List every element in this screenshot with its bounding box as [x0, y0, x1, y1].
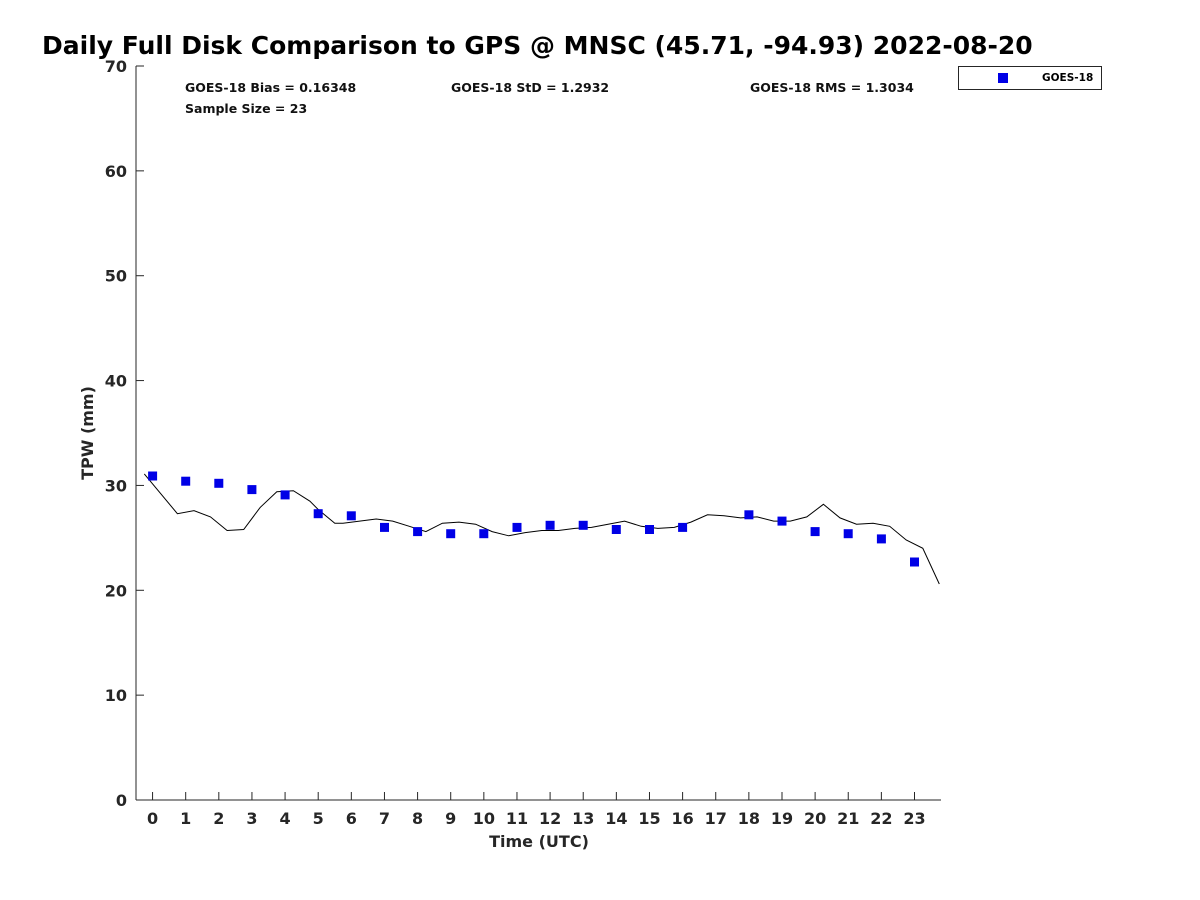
goes-18-point-20 — [810, 527, 820, 537]
x-ticks: 0 1 2 3 4 5 6 7 8 9 10 11 12 13 14 15 16 17 18 19 20 21 22 23 — [147, 792, 926, 828]
goes-18-point-13 — [578, 520, 588, 530]
x-tick-label-2: 2 — [213, 809, 224, 828]
x-tick-label-17: 17 — [705, 809, 727, 828]
x-tick-label-0: 0 — [147, 809, 158, 828]
goes-18-point-10 — [479, 529, 489, 539]
goes-18-point-8 — [413, 527, 423, 537]
stat-std: GOES-18 StD = 1.2932 — [451, 80, 609, 95]
x-tick-label-14: 14 — [605, 809, 627, 828]
stat-bias: GOES-18 Bias = 0.16348 — [185, 80, 356, 95]
goes-18-point-6 — [346, 511, 356, 521]
x-tick-label-20: 20 — [804, 809, 826, 828]
y-tick-label-20: 20 — [105, 581, 127, 600]
goes-18-point-23 — [910, 557, 919, 567]
goes-18-point-4 — [280, 490, 290, 500]
y-tick-label-10: 10 — [105, 686, 127, 705]
x-tick-label-4: 4 — [280, 809, 291, 828]
x-tick-label-13: 13 — [572, 809, 594, 828]
y-axis-label: TPW (mm) — [78, 386, 97, 480]
legend-marker-goes-18 — [998, 73, 1008, 83]
y-tick-label-30: 30 — [105, 476, 127, 495]
x-tick-label-8: 8 — [412, 809, 423, 828]
y-tick-label-70: 70 — [105, 57, 127, 76]
goes-18-point-11 — [512, 522, 522, 532]
goes-18-point-18 — [744, 510, 754, 520]
goes-18-point-21 — [843, 529, 853, 539]
y-ticks: 0 10 20 30 40 50 60 70 — [105, 57, 144, 810]
goes-18-point-19 — [777, 516, 787, 526]
goes-18-point-5 — [313, 509, 323, 519]
y-tick-label-0: 0 — [116, 791, 127, 810]
goes-18-point-0 — [148, 471, 158, 481]
x-tick-label-22: 22 — [870, 809, 892, 828]
x-tick-label-15: 15 — [638, 809, 660, 828]
x-tick-label-18: 18 — [738, 809, 760, 828]
series-layer — [143, 471, 940, 585]
x-tick-label-6: 6 — [346, 809, 357, 828]
x-tick-label-21: 21 — [837, 809, 859, 828]
goes-18-point-14 — [611, 525, 621, 534]
goes-18-point-2 — [214, 478, 224, 488]
x-tick-label-19: 19 — [771, 809, 793, 828]
goes-18-point-16 — [678, 522, 688, 532]
stat-rms: GOES-18 RMS = 1.3034 — [750, 80, 914, 95]
goes-18-point-22 — [876, 534, 886, 544]
legend-label-goes-18: GOES-18 — [1042, 72, 1093, 84]
goes-18-point-15 — [645, 525, 654, 534]
y-tick-label-60: 60 — [105, 162, 127, 181]
chart-title: Daily Full Disk Comparison to GPS @ MNSC… — [42, 31, 1033, 60]
goes-18-point-7 — [380, 522, 389, 532]
x-tick-label-5: 5 — [313, 809, 324, 828]
stat-sample-size: Sample Size = 23 — [185, 101, 307, 116]
goes-18-point-9 — [446, 529, 456, 539]
goes-18-point-3 — [247, 485, 257, 495]
x-tick-label-1: 1 — [180, 809, 191, 828]
y-tick-label-40: 40 — [105, 372, 127, 391]
goes-18-point-1 — [181, 476, 191, 486]
x-tick-label-9: 9 — [445, 809, 456, 828]
x-tick-label-23: 23 — [903, 809, 925, 828]
x-tick-label-11: 11 — [506, 809, 528, 828]
x-tick-label-16: 16 — [671, 809, 693, 828]
y-tick-label-50: 50 — [105, 267, 127, 286]
goes-18-point-12 — [545, 520, 555, 530]
x-tick-label-12: 12 — [539, 809, 561, 828]
x-tick-label-3: 3 — [246, 809, 257, 828]
x-tick-label-10: 10 — [473, 809, 495, 828]
legend: GOES-18 — [958, 66, 1102, 90]
x-tick-label-7: 7 — [379, 809, 390, 828]
legend-box — [958, 66, 1102, 90]
x-axis-label: Time (UTC) — [489, 832, 589, 851]
gps-line — [143, 473, 940, 585]
